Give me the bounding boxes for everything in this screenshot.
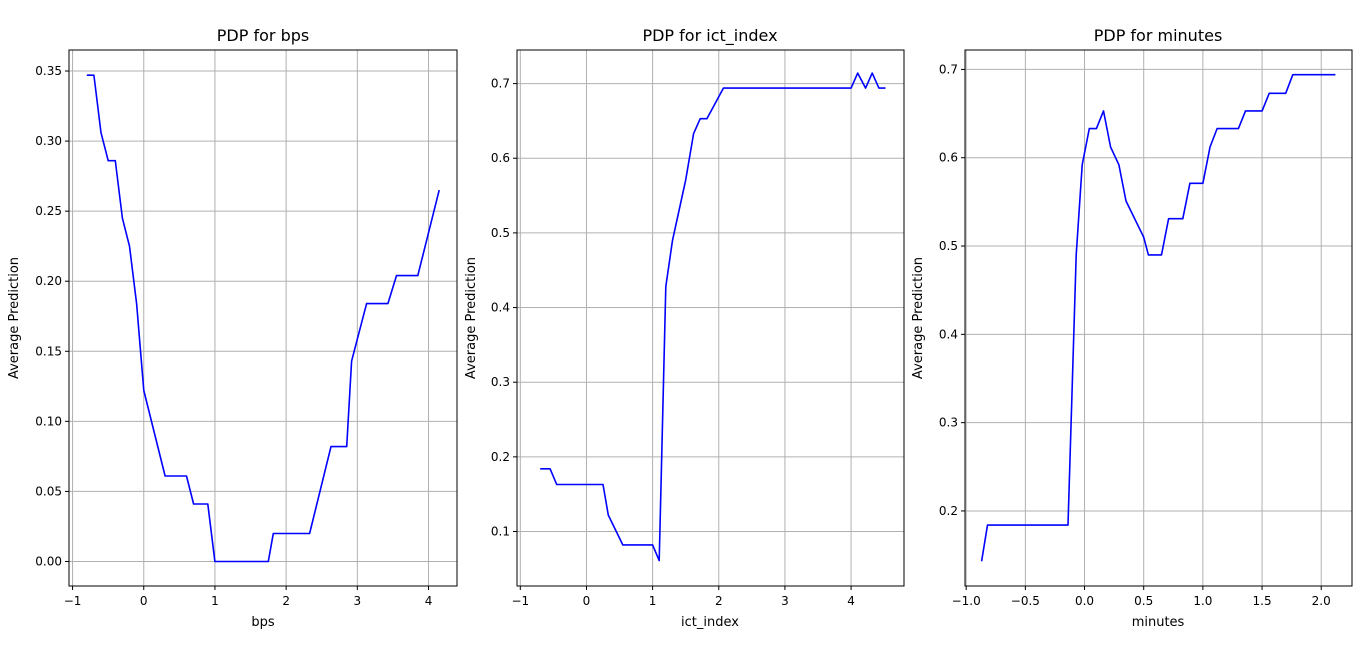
series-layer xyxy=(540,72,886,562)
y-tick-label: 0.30 xyxy=(35,134,62,148)
x-tick-label: −1 xyxy=(64,594,82,608)
x-tick-label: 2 xyxy=(715,594,723,608)
y-tick-label: 0.20 xyxy=(35,274,62,288)
x-tick-label: 3 xyxy=(354,594,362,608)
y-tick-label: 0.2 xyxy=(939,504,958,518)
y-tick-label: 0.4 xyxy=(491,301,510,315)
x-tick-label: 4 xyxy=(425,594,433,608)
y-tick-label: 0.5 xyxy=(491,226,510,240)
x-tick-label: 1.0 xyxy=(1193,594,1212,608)
y-tick-label: 0.10 xyxy=(35,414,62,428)
plot-frame xyxy=(964,49,1353,587)
grid-lines xyxy=(965,50,1352,586)
y-tick-label: 0.00 xyxy=(35,554,62,568)
y-tick-label: 0.15 xyxy=(35,344,62,358)
x-tick-label: 1 xyxy=(649,594,657,608)
pdp-series-line xyxy=(540,72,886,562)
chart-panel-bps: −1 0 1 2 3 40.000.050.100.150.200.250.300.35 … xyxy=(7,26,458,630)
y-tick-label: 0.7 xyxy=(939,62,958,76)
y-tick-label: 0.6 xyxy=(939,151,958,165)
y-tick-label: 0.7 xyxy=(491,77,510,91)
x-tick-label: 0 xyxy=(583,594,591,608)
y-tick-label: 0.3 xyxy=(939,416,958,430)
x-tick-label: 4 xyxy=(847,594,855,608)
plot-frame xyxy=(68,49,458,587)
x-axis-label: minutes xyxy=(1132,615,1185,630)
y-tick-label: 0.35 xyxy=(35,64,62,78)
y-tick-label: 0.3 xyxy=(491,375,510,389)
chart-title: PDP for minutes xyxy=(1094,26,1223,45)
pdp-series-line xyxy=(86,74,440,563)
grid-lines xyxy=(517,50,904,586)
y-tick-label: 0.2 xyxy=(491,450,510,464)
x-tick-label: 0 xyxy=(140,594,148,608)
y-tick-label: 0.05 xyxy=(35,484,62,498)
y-tick-label: 0.4 xyxy=(939,327,958,341)
x-tick-label: −1.0 xyxy=(952,594,981,608)
x-tick-label: −1 xyxy=(511,594,529,608)
tick-layer: −1 0 1 2 3 4 0.1 0.2 0.3 0.4 0.5 0.6 0.7 xyxy=(491,77,855,608)
x-tick-label: 1.5 xyxy=(1253,594,1272,608)
chart-title: PDP for bps xyxy=(217,26,309,45)
tick-layer: −1.0 −0.5 0.0 0.5 1.0 1.5 2.0 0.2 0.3 0.4 0.5 0.6 0.… xyxy=(939,62,1331,608)
x-tick-label: 1 xyxy=(211,594,219,608)
x-tick-label: 0.0 xyxy=(1075,594,1094,608)
x-tick-label: 0.5 xyxy=(1134,594,1153,608)
y-axis-label: Average Prediction xyxy=(911,257,926,379)
x-tick-label: 2 xyxy=(282,594,290,608)
tick-layer: −1 0 1 2 3 4 0.00 0.05 0.10 0.15 0.20 0.25 0.30 0.35 xyxy=(35,64,432,608)
y-tick-label: 0.5 xyxy=(939,239,958,253)
plot-frame xyxy=(516,49,905,587)
y-tick-label: 0.6 xyxy=(491,151,510,165)
series-layer xyxy=(86,74,440,563)
y-axis-label: Average Prediction xyxy=(464,257,479,379)
chart-panel-minutes: −1.0 −0.5 0.0 0.5 1.0 1.5 2.0 0.2 0.3 0.4 0.5 0.6 0.… xyxy=(911,26,1353,630)
x-axis-label: bps xyxy=(251,615,275,630)
x-tick-label: 2.0 xyxy=(1312,594,1331,608)
y-tick-label: 0.25 xyxy=(35,204,62,218)
x-tick-label: 3 xyxy=(781,594,789,608)
y-tick-label: 0.1 xyxy=(491,525,510,539)
x-tick-label: −0.5 xyxy=(1011,594,1040,608)
series-layer xyxy=(980,73,1336,562)
chart-title: PDP for ict_index xyxy=(642,26,777,46)
grid-lines xyxy=(69,50,457,586)
chart-panel-ict-index: −1 0 1 2 3 4 0.1 0.2 0.3 0.4 0.5 0.6 0.7 PDP for ict… xyxy=(464,26,905,630)
y-axis-label: Average Prediction xyxy=(7,257,22,379)
x-axis-label: ict_index xyxy=(681,615,739,630)
pdp-series-line xyxy=(980,73,1336,562)
